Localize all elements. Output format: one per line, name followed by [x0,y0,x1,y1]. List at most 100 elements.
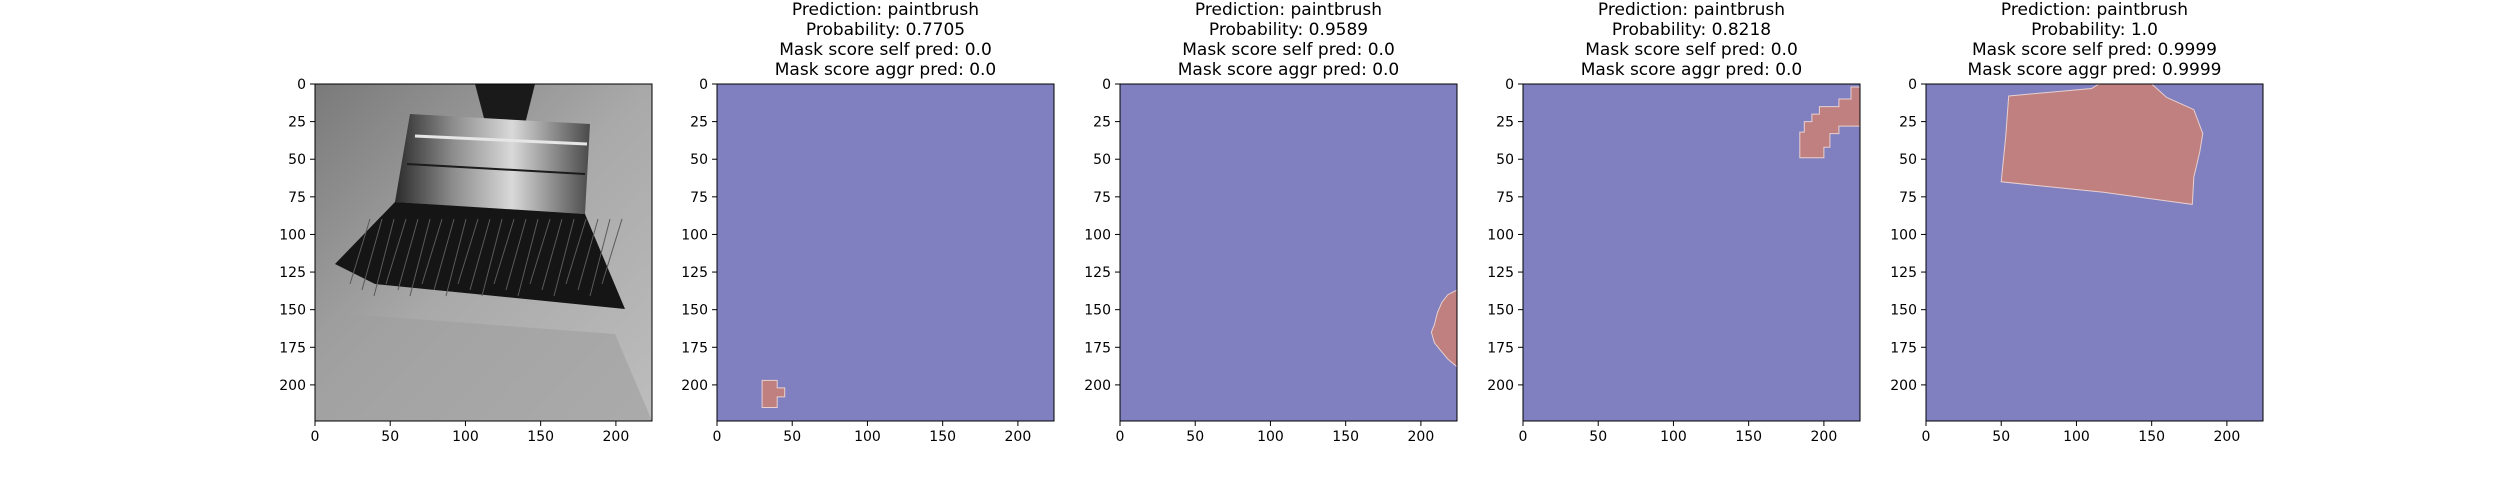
x-tick-label: 150 [527,429,554,445]
x-tick-label: 50 [1992,429,2010,445]
y-tick-label: 50 [1899,152,1917,168]
y-tick-label: 200 [1487,378,1514,394]
mask-background [717,84,1054,421]
y-tick-label: 150 [1890,303,1917,319]
y-tick-label: 75 [1496,190,1514,206]
title-line: Probability: 0.7705 [805,20,966,40]
title-line: Mask score aggr pred: 0.0 [1580,60,1803,80]
y-tick-label: 0 [1102,77,1111,93]
y-tick-label: 175 [1487,340,1514,356]
y-tick-label: 75 [288,190,306,206]
plot-mask-4: 0 50 100 150 200 0 25 50 75 100 125 150 175 200 [1890,77,2264,445]
bristle-strand [577,218,599,291]
brush-handle [475,84,535,124]
plot-mask-2: 0 50 100 150 200 0 25 50 75 100 125 150 175 200 [1084,77,1458,445]
panel-title: Prediction: paintbrush Probability: 0.958… [1120,0,1457,80]
y-tick-label: 100 [1890,227,1917,243]
x-tick-label: 200 [1005,429,1032,445]
bristle-strand [385,218,407,285]
brush-ferrule [395,114,590,214]
x-tick-label: 100 [452,429,479,445]
x-tick-label: 100 [1257,429,1284,445]
y-tick-label: 150 [1487,303,1514,319]
axes-frame [1119,83,1458,422]
y-tick-label: 0 [1908,77,1917,93]
y-tick-label: 125 [1084,265,1111,281]
x-tick-label: 0 [1116,429,1125,445]
mask-region [761,379,786,408]
title-line: Prediction: paintbrush [2000,0,2189,20]
y-tick-label: 25 [1899,115,1917,131]
title-line: Prediction: paintbrush [791,0,980,20]
panel-title: Prediction: paintbrush Probability: 0.770… [717,0,1054,80]
x-tick-label: 150 [1735,429,1762,445]
plot-mask-1: 0 50 100 150 200 0 25 50 75 100 125 150 175 200 [681,77,1055,445]
y-tick-label: 25 [1496,115,1514,131]
y-tick-label: 175 [279,340,306,356]
bristle-strand [541,218,563,291]
x-tick-label: 50 [381,429,399,445]
y-tick-label: 125 [681,265,708,281]
y-tick-label: 50 [1496,152,1514,168]
bristle-strand [493,218,515,285]
x-tick-label: 200 [1811,429,1838,445]
y-tick-label: 25 [288,115,306,131]
x-tick-label: 200 [603,429,630,445]
x-tick-label: 200 [1408,429,1435,445]
bristle-strand [505,218,527,291]
y-tick-label: 200 [279,378,306,394]
y-tick-label: 75 [1899,190,1917,206]
y-tick-label: 200 [681,378,708,394]
bristle-strand [529,218,551,285]
ferrule-groove [406,163,586,175]
plot-input-image: 0 50 100 150 200 0 25 50 75 100 125 150 175 200 [279,77,653,445]
y-tick-label: 0 [297,77,306,93]
y-tick-label: 100 [1487,227,1514,243]
title-line: Mask score self pred: 0.0 [779,40,992,60]
x-tick-label: 0 [1519,429,1528,445]
plot-mask-3: 0 50 100 150 200 0 25 50 75 100 125 150 175 200 [1487,77,1861,445]
x-tick-label: 50 [783,429,801,445]
x-tick-label: 100 [2063,429,2090,445]
bristle-strand [397,218,419,291]
y-tick-label: 100 [1084,227,1111,243]
title-line: Mask score self pred: 0.9999 [1972,40,2217,60]
y-tick-label: 25 [690,115,708,131]
axes-frame [716,83,1055,422]
x-tick-label: 50 [1186,429,1204,445]
bristle-strand [481,218,503,297]
bristle-strand [565,218,587,285]
y-tick-label: 150 [681,303,708,319]
bristle-strand [433,218,455,291]
photo-shadow [315,314,652,421]
bristle-strand [457,218,479,285]
ferrule-highlight [414,134,588,146]
y-tick-label: 200 [1890,378,1917,394]
x-tick-label: 150 [2138,429,2165,445]
mask-background [1120,84,1457,421]
title-line: Probability: 0.8218 [1611,20,1772,40]
title-line: Prediction: paintbrush [1194,0,1383,20]
x-tick-label: 200 [2214,429,2241,445]
y-tick-label: 75 [1093,190,1111,206]
title-line: Mask score aggr pred: 0.0 [1177,60,1400,80]
y-tick-label: 0 [699,77,708,93]
x-tick-label: 0 [713,429,722,445]
y-tick-label: 0 [1505,77,1514,93]
bristle-strand [409,218,431,297]
y-tick-label: 175 [681,340,708,356]
y-tick-label: 125 [279,265,306,281]
y-tick-label: 150 [279,303,306,319]
title-line: Mask score self pred: 0.0 [1182,40,1395,60]
y-tick-label: 125 [1890,265,1917,281]
y-tick-label: 50 [1093,152,1111,168]
bristle-strand [361,218,383,291]
title-line: Probability: 0.9589 [1208,20,1369,40]
y-tick-label: 75 [690,190,708,206]
bristle-strand [445,218,467,297]
x-tick-label: 100 [1660,429,1687,445]
bristle-strand [553,218,575,297]
title-line: Prediction: paintbrush [1597,0,1786,20]
title-line: Mask score self pred: 0.0 [1585,40,1798,60]
y-tick-label: 100 [681,227,708,243]
